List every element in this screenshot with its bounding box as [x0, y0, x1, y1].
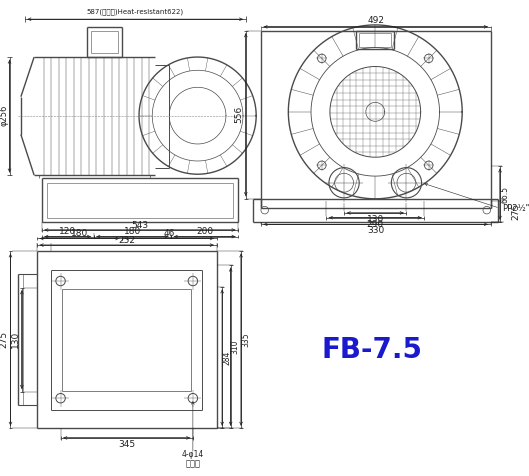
- Text: 200: 200: [196, 228, 213, 237]
- Text: 252: 252: [118, 236, 135, 245]
- Text: 290: 290: [367, 220, 384, 229]
- Text: 345: 345: [118, 440, 135, 449]
- Text: 587(隔爆型)Heat-resistant622): 587(隔爆型)Heat-resistant622): [87, 9, 184, 15]
- Text: 543: 543: [131, 221, 149, 230]
- Text: 130: 130: [11, 331, 20, 348]
- Text: 284: 284: [222, 350, 231, 365]
- Text: 120: 120: [59, 228, 76, 237]
- Text: 335: 335: [241, 332, 250, 347]
- Text: 46: 46: [163, 229, 175, 238]
- Text: 180: 180: [124, 228, 141, 237]
- Text: 310: 310: [231, 339, 240, 354]
- Text: 4-φ14: 4-φ14: [182, 450, 204, 459]
- Text: 槽圆孔: 槽圆孔: [185, 460, 200, 469]
- Text: 492: 492: [367, 16, 384, 25]
- Text: PP2½": PP2½": [502, 204, 529, 213]
- Text: 275: 275: [0, 331, 8, 348]
- Text: 330: 330: [367, 227, 385, 236]
- Text: 556: 556: [235, 106, 244, 123]
- Text: 275: 275: [512, 203, 521, 220]
- Text: 130: 130: [367, 215, 384, 224]
- Text: 66.5: 66.5: [500, 186, 509, 203]
- Text: FB-7.5: FB-7.5: [322, 336, 423, 364]
- Text: 180: 180: [71, 229, 88, 238]
- Text: φ256: φ256: [0, 105, 8, 126]
